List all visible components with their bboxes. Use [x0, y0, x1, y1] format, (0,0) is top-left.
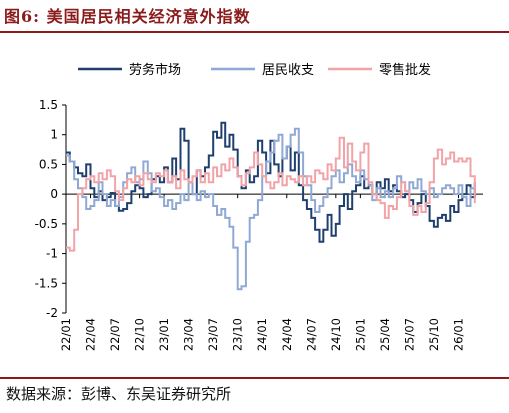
- x-tick-label: 25/01: [353, 318, 367, 351]
- title-divider: [0, 31, 509, 33]
- y-tick-label: -2: [46, 306, 58, 320]
- series-line-3: [66, 136, 476, 252]
- y-tick-label: 0.5: [39, 157, 58, 171]
- x-tick-label: 22/10: [133, 318, 147, 351]
- y-tick-label: 1: [50, 128, 58, 142]
- x-tick-label: 22/04: [84, 318, 98, 351]
- legend-label: 零售批发: [379, 62, 431, 78]
- x-tick-label: 24/01: [255, 318, 269, 351]
- chart-legend: 劳务市场 居民收支 零售批发: [78, 62, 431, 78]
- legend-label: 居民收支: [262, 63, 314, 78]
- x-tick-label: 25/10: [427, 318, 441, 351]
- x-tick-label: 26/01: [451, 318, 465, 351]
- x-tick-label: 24/04: [280, 318, 294, 351]
- y-tick-label: -1.5: [35, 276, 58, 290]
- x-tick-label: 22/07: [108, 318, 122, 351]
- chart-series: [66, 121, 476, 291]
- x-tick-label: 25/04: [378, 318, 392, 351]
- source-divider: [0, 377, 509, 379]
- y-tick-label: -0.5: [35, 217, 58, 231]
- figure-title: 图6: 美国居民相关经济意外指数: [4, 7, 251, 26]
- x-tick-label: 23/07: [206, 318, 220, 351]
- source-note: 数据来源：彭博、东吴证券研究所: [6, 385, 232, 403]
- x-tick-label: 24/10: [329, 318, 343, 351]
- y-tick-label: -1: [46, 247, 58, 261]
- y-tick-label: 0: [50, 187, 58, 201]
- y-tick-label: 1.5: [39, 98, 58, 112]
- x-tick-label: 24/07: [304, 318, 318, 351]
- x-tick-label: 23/04: [182, 318, 196, 351]
- x-tick-label: 23/10: [231, 318, 245, 351]
- series-line-1: [66, 121, 476, 243]
- x-tick-label: 25/07: [402, 318, 416, 351]
- x-tick-label: 23/01: [157, 318, 171, 351]
- legend-label: 劳务市场: [129, 62, 181, 78]
- chart-axes: -2 -1.5 -1 -0.5 0 0.5 1 1.5 22/01 22/04 22/07 22/10…: [35, 98, 483, 351]
- line-chart: 劳务市场 居民收支 零售批发 -2 -1.5 -1 -0.5 0 0.5 1 1.5 22/01 22…: [35, 62, 483, 351]
- x-tick-label: 22/01: [59, 318, 73, 351]
